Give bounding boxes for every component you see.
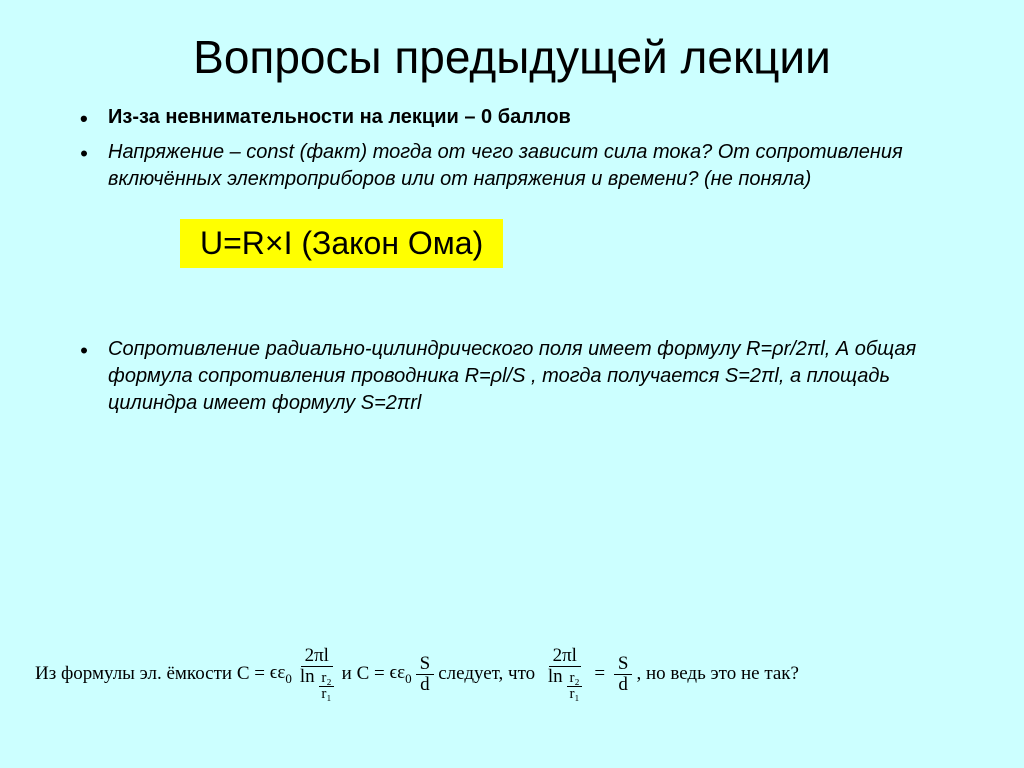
math-space <box>535 663 540 685</box>
frac-den: d <box>416 675 434 695</box>
math-middle-2: следует, что <box>438 663 535 685</box>
math-equals: = <box>590 663 610 685</box>
sub-fraction: r₂ r₁ <box>567 671 581 702</box>
frac-den: ln r₂ r₁ <box>544 667 586 702</box>
subfrac-den: r₁ <box>567 687 581 702</box>
math-fraction-3: 2πl ln r₂ r₁ <box>544 646 586 702</box>
subfrac-num: r₂ <box>319 671 333 687</box>
math-suffix: , но ведь это не так? <box>636 663 798 685</box>
frac-den: d <box>614 675 632 695</box>
math-fraction-4: S d <box>614 654 633 695</box>
bullet-list: Из-за невнимательности на лекции – 0 бал… <box>80 104 964 193</box>
math-epsilon-2: ϵε0 <box>385 662 412 687</box>
frac-num: 2πl <box>301 646 333 667</box>
frac-den: ln r₂ r₁ <box>296 667 338 702</box>
subfrac-den: r₁ <box>319 687 333 702</box>
math-fraction-2: S d <box>416 654 435 695</box>
bullet-list-2: Сопротивление радиально-цилиндрического … <box>80 336 964 417</box>
frac-num: S <box>614 654 633 675</box>
subfrac-num: r₂ <box>567 671 581 687</box>
ln-text: ln <box>300 666 315 687</box>
math-middle-1: и C = <box>342 663 385 685</box>
bullet-item: Напряжение – const (факт) тогда от чего … <box>80 139 964 193</box>
slide-container: Вопросы предыдущей лекции Из-за невнимат… <box>0 0 1024 768</box>
ln-text: ln <box>548 666 563 687</box>
math-epsilon: ϵε0 <box>265 662 292 687</box>
spacer <box>60 286 964 336</box>
bullet-item: Сопротивление радиально-цилиндрического … <box>80 336 964 417</box>
slide-title: Вопросы предыдущей лекции <box>60 30 964 84</box>
sub-fraction: r₂ r₁ <box>319 671 333 702</box>
math-fraction-1: 2πl ln r₂ r₁ <box>296 646 338 702</box>
frac-num: 2πl <box>549 646 581 667</box>
formula-highlight: U=R×I (Закон Ома) <box>180 219 503 268</box>
bullet-item: Из-за невнимательности на лекции – 0 бал… <box>80 104 964 131</box>
frac-num: S <box>416 654 435 675</box>
math-equation-line: Из формулы эл. ёмкости C = ϵε0 2πl ln r₂… <box>35 646 989 702</box>
math-prefix: Из формулы эл. ёмкости C = <box>35 663 265 685</box>
